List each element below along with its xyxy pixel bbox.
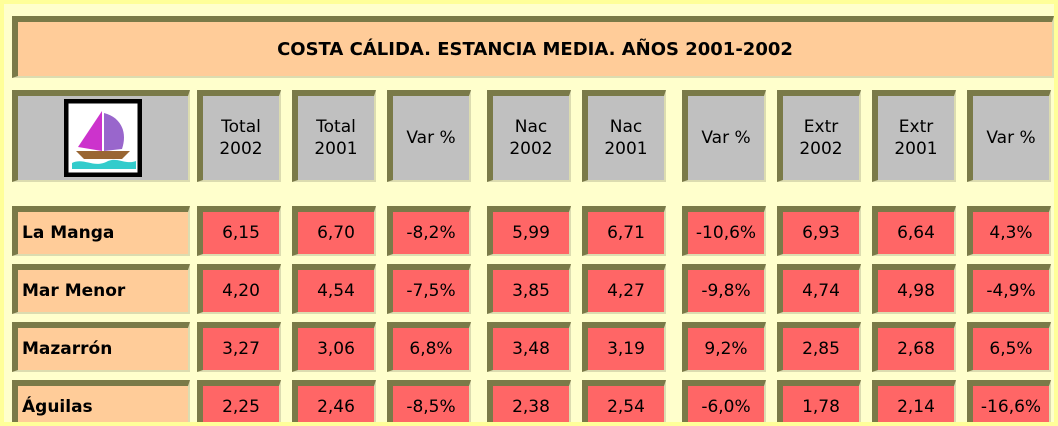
value-cell: 9,2% <box>682 322 766 372</box>
value-cell: 6,5% <box>967 322 1051 372</box>
value-cell: -4,9% <box>967 264 1051 314</box>
value-cell: -8,2% <box>387 206 471 256</box>
header-text: Total <box>221 116 261 138</box>
value-cell: 6,93 <box>777 206 861 256</box>
value-cell: -8,5% <box>387 380 471 426</box>
page: COSTA CÁLIDA. ESTANCIA MEDIA. AÑOS 2001-… <box>0 0 1058 426</box>
row-label: Mar Menor <box>12 264 190 314</box>
value-cell: -9,8% <box>682 264 766 314</box>
header-cell: Var % <box>967 90 1051 182</box>
header-text: Total <box>316 116 356 138</box>
header-text: Nac <box>610 116 642 138</box>
value-cell: 1,78 <box>777 380 861 426</box>
value-cell: 6,70 <box>292 206 376 256</box>
value-cell: 3,06 <box>292 322 376 372</box>
header-text: 2002 <box>219 138 262 160</box>
value-cell: 5,99 <box>487 206 571 256</box>
value-cell: 2,85 <box>777 322 861 372</box>
header-text: 2001 <box>604 138 647 160</box>
value-cell: 2,38 <box>487 380 571 426</box>
value-cell: -6,0% <box>682 380 766 426</box>
header-cell: Var % <box>682 90 766 182</box>
value-cell: 6,64 <box>872 206 956 256</box>
value-cell: 3,19 <box>582 322 666 372</box>
header-text: 2002 <box>799 138 842 160</box>
value-cell: -10,6% <box>682 206 766 256</box>
value-cell: 2,14 <box>872 380 956 426</box>
value-cell: -16,6% <box>967 380 1051 426</box>
icon-cell <box>12 90 190 182</box>
header-text: Nac <box>515 116 547 138</box>
value-cell: 2,25 <box>197 380 281 426</box>
row-label: Águilas <box>12 380 190 426</box>
value-cell: 2,54 <box>582 380 666 426</box>
header-text: Extr <box>804 116 838 138</box>
header-text: Extr <box>899 116 933 138</box>
header-cell: Var % <box>387 90 471 182</box>
value-cell: 4,20 <box>197 264 281 314</box>
value-cell: 6,8% <box>387 322 471 372</box>
row-label: La Manga <box>12 206 190 256</box>
header-text: Var % <box>406 127 455 149</box>
header-text: 2002 <box>509 138 552 160</box>
value-cell: 6,71 <box>582 206 666 256</box>
header-text: 2001 <box>314 138 357 160</box>
value-cell: 3,27 <box>197 322 281 372</box>
value-cell: 6,15 <box>197 206 281 256</box>
value-cell: 4,54 <box>292 264 376 314</box>
row-label: Mazarrón <box>12 322 190 372</box>
value-cell: 3,48 <box>487 322 571 372</box>
value-cell: 3,85 <box>487 264 571 314</box>
boat-icon <box>64 99 142 177</box>
value-cell: 2,68 <box>872 322 956 372</box>
header-text: Var % <box>986 127 1035 149</box>
header-text: 2001 <box>894 138 937 160</box>
value-cell: 4,27 <box>582 264 666 314</box>
value-cell: -7,5% <box>387 264 471 314</box>
header-text: Var % <box>701 127 750 149</box>
value-cell: 4,3% <box>967 206 1051 256</box>
value-cell: 4,98 <box>872 264 956 314</box>
title: COSTA CÁLIDA. ESTANCIA MEDIA. AÑOS 2001-… <box>12 16 1054 78</box>
value-cell: 2,46 <box>292 380 376 426</box>
value-cell: 4,74 <box>777 264 861 314</box>
